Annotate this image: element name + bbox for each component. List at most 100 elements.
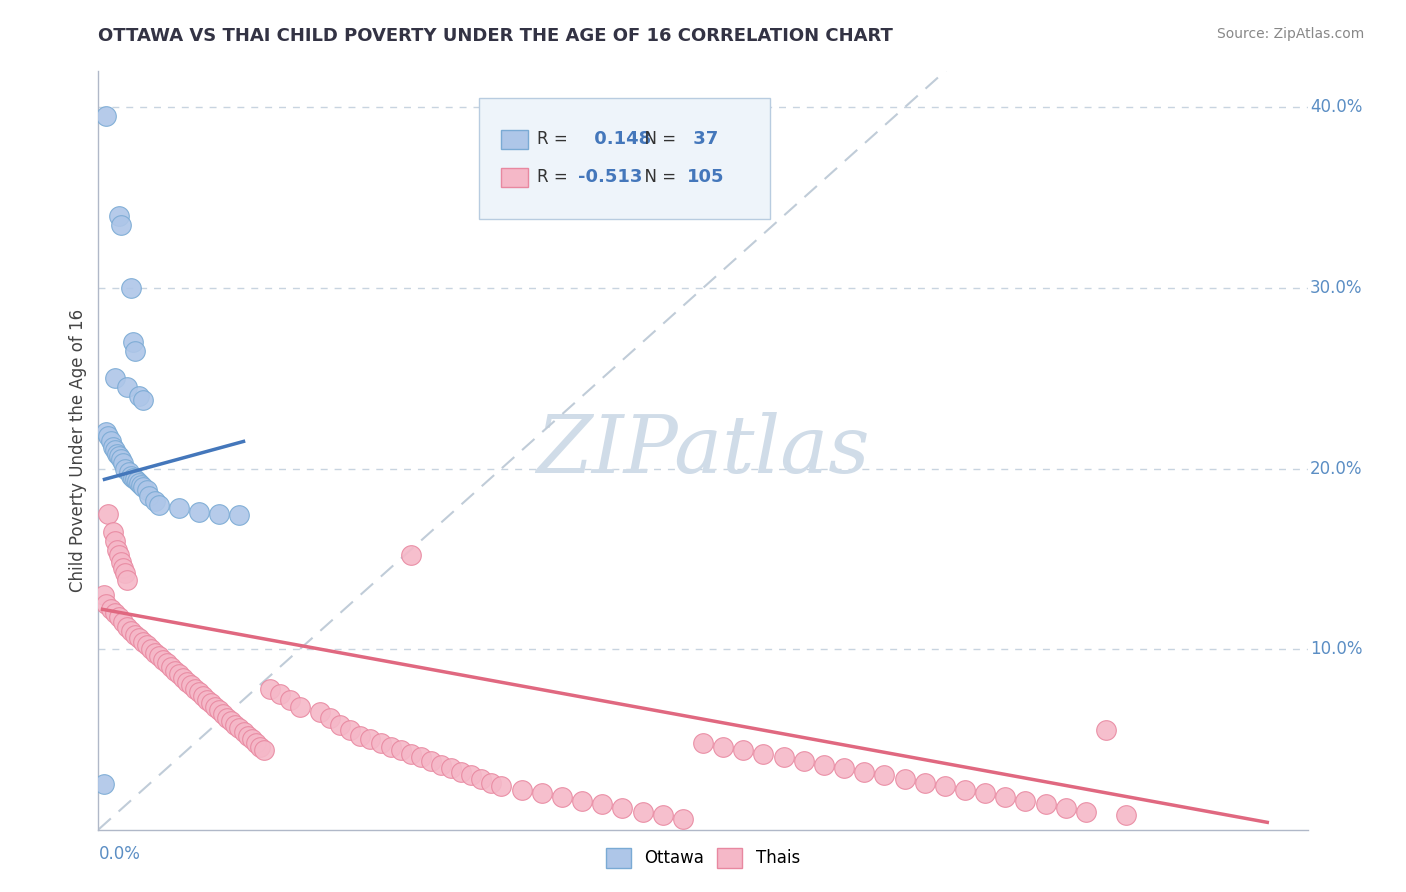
Text: OTTAWA VS THAI CHILD POVERTY UNDER THE AGE OF 16 CORRELATION CHART: OTTAWA VS THAI CHILD POVERTY UNDER THE A… <box>98 27 893 45</box>
Point <box>121 470 143 484</box>
Point <box>217 711 239 725</box>
Point <box>103 443 125 458</box>
Point <box>571 794 593 808</box>
Point <box>692 736 714 750</box>
Point <box>893 772 915 786</box>
Point <box>212 706 235 721</box>
Point <box>100 434 122 449</box>
Point <box>114 566 136 581</box>
Point <box>167 501 190 516</box>
Point <box>591 797 613 812</box>
FancyBboxPatch shape <box>479 98 769 219</box>
Point <box>110 555 132 569</box>
Point <box>132 479 155 493</box>
Point <box>148 649 170 664</box>
Y-axis label: Child Poverty Under the Age of 16: Child Poverty Under the Age of 16 <box>69 309 87 592</box>
Point <box>120 281 142 295</box>
Point <box>124 627 146 641</box>
Point <box>249 739 271 754</box>
Point <box>309 705 332 719</box>
Text: 105: 105 <box>688 168 724 186</box>
Point <box>1054 801 1077 815</box>
Point <box>135 639 157 653</box>
Point <box>128 631 150 645</box>
Point <box>228 722 250 736</box>
Point <box>430 757 453 772</box>
Point <box>114 461 136 475</box>
Point <box>530 787 553 801</box>
Point <box>103 606 125 620</box>
Point <box>208 703 231 717</box>
Point <box>380 739 402 754</box>
FancyBboxPatch shape <box>501 129 527 149</box>
Point <box>651 808 673 822</box>
Point <box>319 711 342 725</box>
Point <box>236 729 259 743</box>
Point <box>115 620 138 634</box>
Point <box>129 477 152 491</box>
Text: 37: 37 <box>688 130 718 148</box>
Point <box>409 750 432 764</box>
Point <box>200 696 222 710</box>
Point <box>953 782 976 797</box>
Point <box>125 474 148 488</box>
Point <box>160 660 183 674</box>
Point <box>460 768 482 782</box>
Point <box>124 344 146 359</box>
Point <box>96 425 118 440</box>
Point <box>752 747 775 761</box>
Point <box>115 380 138 394</box>
Point <box>107 609 129 624</box>
Point <box>195 692 218 706</box>
Point <box>128 389 150 403</box>
Point <box>491 779 513 793</box>
Text: 10.0%: 10.0% <box>1310 640 1362 658</box>
Text: N =: N = <box>634 130 682 148</box>
Point <box>253 743 276 757</box>
Point <box>96 110 118 124</box>
Point <box>107 548 129 562</box>
Point <box>124 472 146 486</box>
Point <box>115 574 138 588</box>
Point <box>711 739 734 754</box>
Point <box>143 646 166 660</box>
Point <box>103 371 125 385</box>
Point <box>105 542 128 557</box>
Point <box>152 653 174 667</box>
Point <box>138 489 160 503</box>
Point <box>329 718 352 732</box>
Text: R =: R = <box>537 168 574 186</box>
Point <box>612 801 634 815</box>
Point <box>121 335 143 350</box>
Point <box>176 674 198 689</box>
Point <box>399 548 422 562</box>
Point <box>389 743 412 757</box>
Point <box>793 754 815 768</box>
Point <box>100 602 122 616</box>
Point <box>143 494 166 508</box>
Point <box>269 687 291 701</box>
Point <box>167 667 190 681</box>
Point <box>853 764 876 779</box>
Point <box>148 498 170 512</box>
Point <box>93 588 115 602</box>
Point <box>420 754 443 768</box>
Point <box>934 779 956 793</box>
Text: -0.513: -0.513 <box>578 168 643 186</box>
Point <box>111 615 134 629</box>
Point <box>107 209 129 223</box>
Point <box>288 699 311 714</box>
Point <box>188 505 211 519</box>
Point <box>193 689 215 703</box>
Point <box>481 775 503 789</box>
Point <box>221 714 243 729</box>
Point <box>204 699 226 714</box>
Point <box>103 533 125 548</box>
Point <box>349 729 371 743</box>
Point <box>97 429 120 443</box>
Point <box>370 736 392 750</box>
Point <box>120 624 142 638</box>
Point <box>470 772 492 786</box>
Point <box>128 475 150 490</box>
Point <box>772 750 794 764</box>
